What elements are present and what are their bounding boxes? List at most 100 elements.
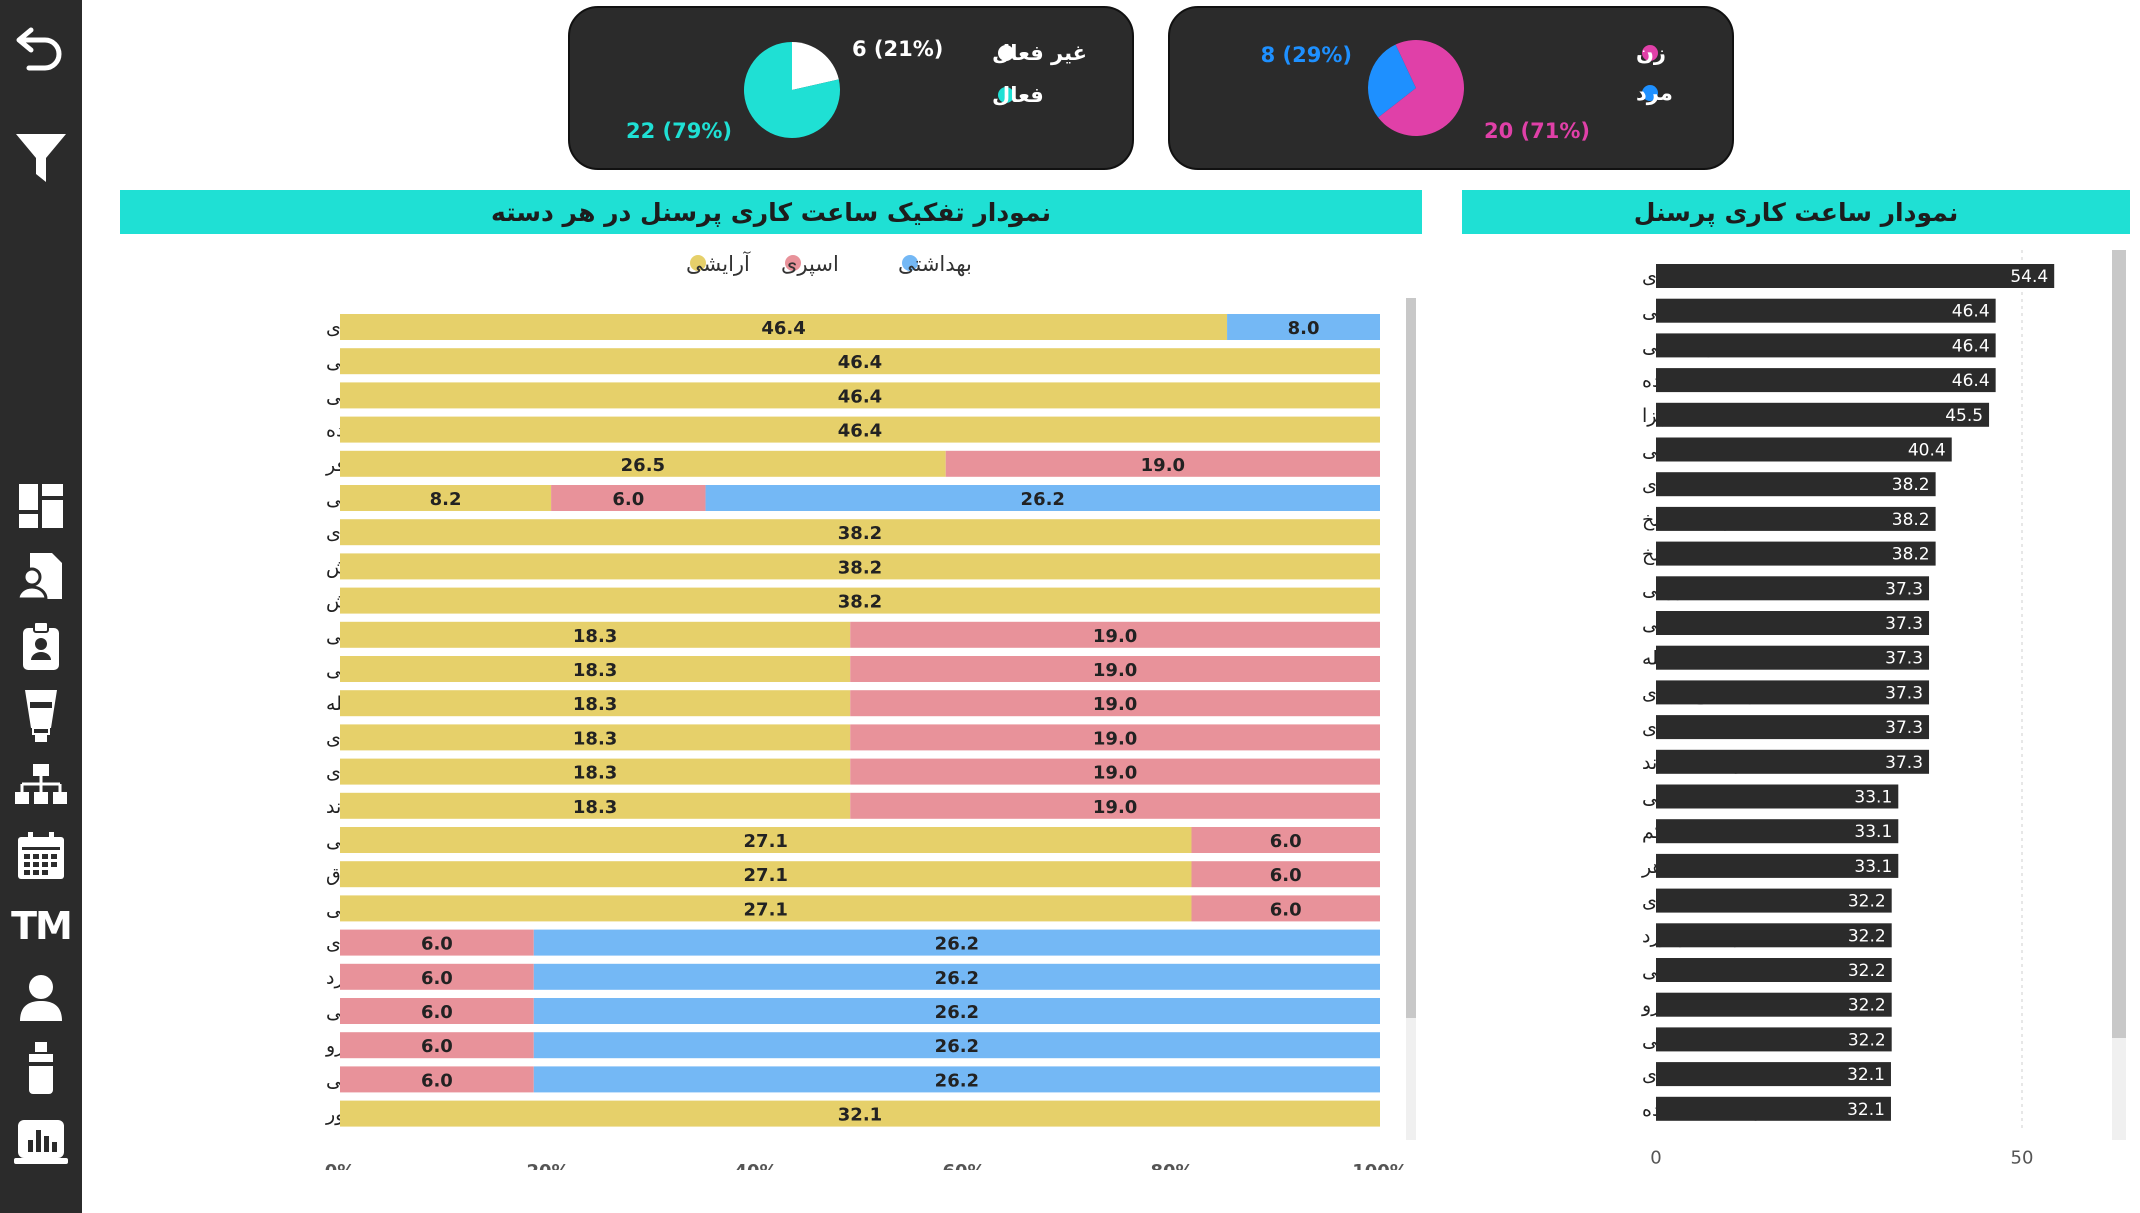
user-icon[interactable] (8, 968, 74, 1028)
bar[interactable] (1656, 992, 1892, 1017)
bar[interactable] (1656, 784, 1899, 809)
bar[interactable] (1656, 819, 1899, 844)
bar[interactable] (1656, 715, 1930, 740)
legend-label[interactable]: بهداشتی (898, 252, 972, 276)
bar[interactable] (1656, 541, 1936, 566)
bar-segment[interactable] (533, 963, 1380, 990)
bar[interactable] (1656, 437, 1952, 462)
bar-segment[interactable] (850, 792, 1380, 819)
bar-segment[interactable] (340, 929, 534, 956)
bar[interactable] (1656, 576, 1930, 601)
bar[interactable] (1656, 506, 1936, 531)
bar-segment[interactable] (340, 998, 534, 1024)
bar[interactable] (1656, 611, 1930, 635)
bar[interactable] (1656, 645, 1930, 670)
bar-segment[interactable] (340, 382, 1380, 409)
bar-segment[interactable] (705, 485, 1380, 511)
bar-segment[interactable] (340, 348, 1380, 375)
bar-segment[interactable] (340, 519, 1380, 546)
bar-segment[interactable] (850, 621, 1380, 648)
gender-pie[interactable]: 8 (29%) 20 (71%) زن مرد (1170, 8, 1732, 168)
legend-label[interactable]: زن (1636, 41, 1666, 65)
scrollbar-thumb[interactable] (1406, 298, 1416, 1018)
bar-segment[interactable] (340, 861, 1192, 888)
bar-segment[interactable] (533, 998, 1380, 1024)
bar-segment[interactable] (340, 416, 1380, 443)
bar[interactable] (1656, 923, 1892, 948)
bar[interactable] (1656, 333, 1996, 358)
bar-segment[interactable] (340, 485, 552, 511)
data-label: 26.2 (935, 1036, 979, 1057)
spray-bottle-icon[interactable] (8, 1038, 74, 1098)
bar-segment[interactable] (340, 963, 534, 990)
legend-label[interactable]: اسپری (781, 252, 839, 276)
bar-segment[interactable] (1227, 314, 1380, 340)
legend-label[interactable]: فعال (992, 83, 1044, 107)
bar-segment[interactable] (551, 485, 706, 511)
bar-segment[interactable] (340, 827, 1192, 853)
bar[interactable] (1656, 1027, 1892, 1052)
bar-segment[interactable] (340, 450, 946, 477)
bar-segment[interactable] (340, 1032, 534, 1059)
tm-label: TM (11, 904, 73, 948)
pie-slice[interactable] (744, 42, 840, 138)
legend-label[interactable]: غیر فعال (992, 41, 1087, 65)
stack-chart[interactable]: بهداشتیاسپریآرایشیمینا مرادی46.48.0عظمت … (120, 240, 1422, 1170)
bar-segment[interactable] (340, 690, 851, 717)
hours-chart[interactable]: مینا مرادی54.4عظمت صولتی46.4مریم رجبی46.… (1462, 240, 2130, 1170)
bar-segment[interactable] (340, 553, 1380, 580)
bar-segment[interactable] (1191, 861, 1380, 888)
scrollbar-thumb[interactable] (2112, 250, 2126, 1038)
pie-slice[interactable] (1368, 44, 1416, 118)
bar[interactable] (1656, 264, 2055, 288)
bar-segment[interactable] (533, 929, 1380, 956)
bar-segment[interactable] (533, 1032, 1380, 1059)
bar-segment[interactable] (850, 724, 1380, 751)
tm-icon[interactable]: TM (8, 896, 74, 956)
bar[interactable] (1656, 1096, 1891, 1121)
back-icon[interactable] (8, 18, 74, 78)
bar-segment[interactable] (850, 656, 1380, 682)
dashboard-icon[interactable] (8, 476, 74, 536)
bar[interactable] (1656, 958, 1892, 982)
bar-segment[interactable] (533, 1066, 1380, 1093)
org-chart-icon[interactable] (8, 756, 74, 816)
pie-slice[interactable] (1378, 40, 1464, 137)
status-pie[interactable]: 6 (21%) 22 (79%) غیر فعال فعال (570, 8, 1132, 168)
employee-badge-icon[interactable] (8, 616, 74, 676)
personnel-file-icon[interactable] (8, 546, 74, 606)
legend-label[interactable]: مرد (1636, 81, 1673, 105)
bar[interactable] (1656, 368, 1996, 393)
pie-slice[interactable] (792, 42, 839, 90)
filter-icon[interactable] (8, 128, 74, 188)
bar[interactable] (1656, 680, 1930, 705)
calendar-icon[interactable] (8, 826, 74, 886)
bar[interactable] (1656, 402, 1990, 427)
sidebar: TM (0, 0, 82, 1213)
bar-segment[interactable] (340, 621, 851, 648)
bar-segment[interactable] (1191, 827, 1380, 853)
legend-label[interactable]: آرایشی (686, 251, 751, 276)
bar-segment[interactable] (340, 656, 851, 682)
bar[interactable] (1656, 1062, 1891, 1087)
bar-segment[interactable] (340, 587, 1380, 614)
cream-tube-icon[interactable] (8, 686, 74, 746)
bar-segment[interactable] (340, 792, 851, 819)
bar-segment[interactable] (340, 1066, 534, 1093)
bar-segment[interactable] (340, 314, 1228, 340)
bar-segment[interactable] (945, 450, 1380, 477)
bar-segment[interactable] (340, 724, 851, 751)
bar-segment[interactable] (340, 758, 851, 785)
bar-segment[interactable] (340, 1100, 1380, 1127)
bar[interactable] (1656, 472, 1936, 497)
bar-segment[interactable] (850, 758, 1380, 785)
bar-segment[interactable] (1191, 895, 1380, 922)
bar-segment[interactable] (850, 690, 1380, 717)
bar[interactable] (1656, 749, 1930, 774)
bar[interactable] (1656, 888, 1892, 913)
bar-segment[interactable] (340, 895, 1192, 922)
bar[interactable] (1656, 298, 1996, 323)
report-chart-icon[interactable] (8, 1112, 74, 1172)
x-tick-label: 0% (325, 1161, 356, 1170)
bar[interactable] (1656, 853, 1899, 878)
